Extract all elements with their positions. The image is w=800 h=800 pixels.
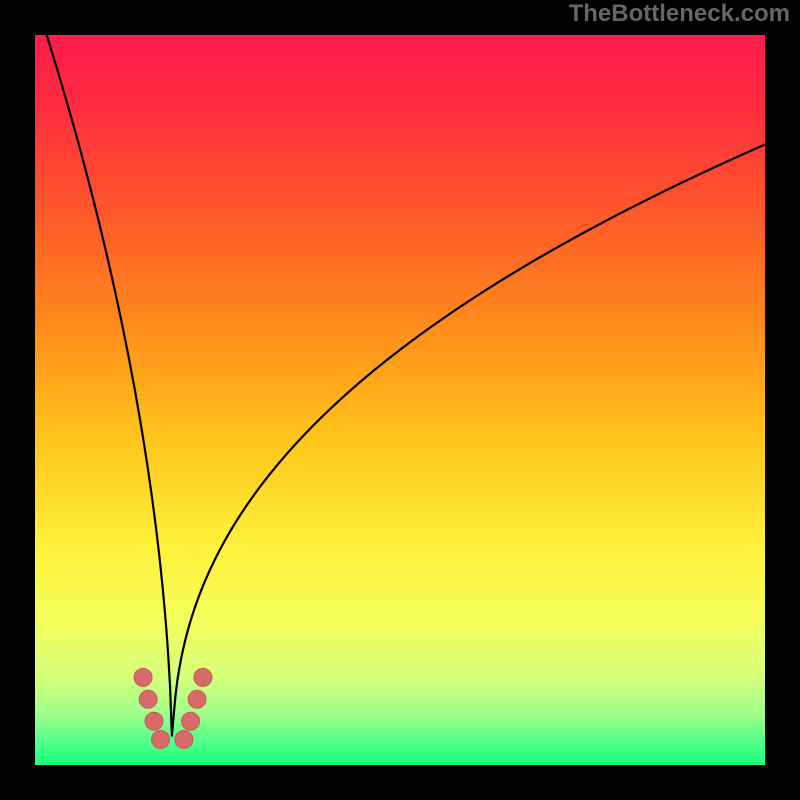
curve-markers xyxy=(134,668,212,748)
marker-dot xyxy=(152,730,170,748)
marker-dot xyxy=(139,690,157,708)
marker-dot xyxy=(145,712,163,730)
watermark-text: TheBottleneck.com xyxy=(569,0,790,28)
marker-dot xyxy=(181,712,199,730)
marker-dot xyxy=(188,690,206,708)
marker-dot xyxy=(194,668,212,686)
marker-dot xyxy=(134,668,152,686)
chart-root: TheBottleneck.com xyxy=(0,0,800,800)
plot-area xyxy=(35,35,765,765)
bottleneck-curve xyxy=(35,35,765,765)
marker-dot xyxy=(175,730,193,748)
